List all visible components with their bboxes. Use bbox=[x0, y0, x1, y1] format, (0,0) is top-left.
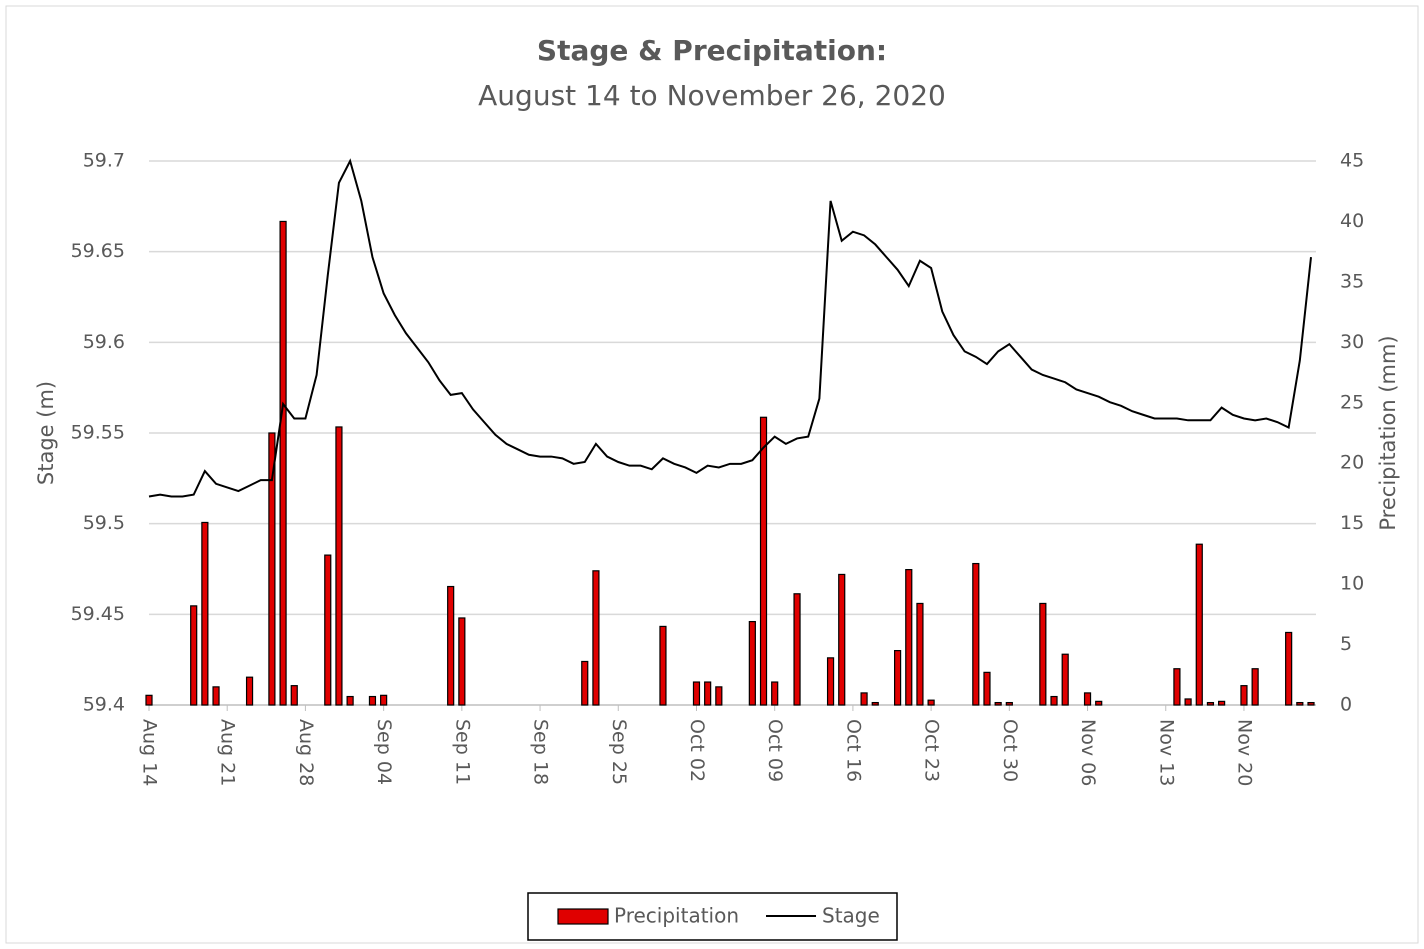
bar bbox=[1061, 653, 1069, 706]
bar bbox=[659, 625, 667, 706]
bar bbox=[793, 593, 801, 706]
bar bbox=[268, 432, 276, 706]
y-tick-label: 59.55 bbox=[71, 422, 125, 444]
bar bbox=[893, 649, 902, 706]
bar bbox=[983, 671, 991, 706]
bar bbox=[905, 569, 913, 706]
bar bbox=[380, 694, 388, 706]
legend-label: Precipitation bbox=[614, 904, 739, 928]
x-tick-label: Sep 25 bbox=[608, 719, 630, 785]
bar bbox=[759, 416, 768, 706]
bar bbox=[447, 585, 455, 706]
x-tick-label: Oct 02 bbox=[686, 719, 708, 782]
bar bbox=[145, 694, 153, 706]
bar bbox=[1195, 543, 1203, 706]
bar bbox=[279, 220, 287, 706]
y2-tick-label: 5 bbox=[1340, 633, 1352, 655]
bar bbox=[1039, 602, 1047, 706]
bar bbox=[212, 686, 220, 706]
x-tick-label: Aug 14 bbox=[139, 719, 161, 786]
bar bbox=[1095, 700, 1103, 706]
y2-tick-label: 35 bbox=[1340, 270, 1364, 292]
bar bbox=[458, 617, 466, 706]
x-tick-label: Nov 13 bbox=[1155, 719, 1177, 786]
y-axis-title: Stage (m) bbox=[34, 381, 58, 485]
bar bbox=[1206, 701, 1215, 706]
x-tick-label: Aug 21 bbox=[217, 719, 239, 786]
chart-title: Stage & Precipitation: bbox=[537, 34, 887, 67]
bar bbox=[245, 676, 254, 706]
bar bbox=[1173, 668, 1181, 706]
bar bbox=[592, 570, 600, 706]
bar bbox=[692, 681, 701, 706]
y-tick-label: 59.6 bbox=[83, 331, 125, 353]
bar bbox=[201, 521, 209, 706]
y2-tick-label: 30 bbox=[1340, 331, 1364, 353]
bar bbox=[190, 605, 198, 706]
bar bbox=[715, 686, 723, 706]
bar bbox=[1285, 631, 1293, 706]
y2-tick-label: 45 bbox=[1340, 150, 1364, 172]
bar bbox=[771, 681, 779, 706]
line bbox=[148, 158, 1312, 498]
bar bbox=[1307, 701, 1315, 706]
bar bbox=[1251, 668, 1259, 706]
y2-tick-label: 25 bbox=[1340, 391, 1364, 413]
y-tick-label: 59.4 bbox=[83, 694, 125, 716]
bar bbox=[1240, 685, 1248, 706]
bar bbox=[581, 660, 589, 706]
bar bbox=[1083, 692, 1092, 706]
x-tick-label: Sep 04 bbox=[373, 719, 395, 785]
bar bbox=[324, 554, 332, 706]
x-tick-label: Sep 18 bbox=[530, 719, 552, 785]
y-tick-label: 59.5 bbox=[83, 512, 125, 534]
y2-axis-title: Precipitation (mm) bbox=[1376, 335, 1400, 530]
x-tick-label: Oct 16 bbox=[842, 719, 864, 782]
bar bbox=[972, 562, 980, 706]
bar bbox=[1005, 701, 1013, 706]
bar bbox=[1050, 695, 1058, 706]
x-tick-label: Oct 30 bbox=[999, 719, 1021, 782]
bar bbox=[368, 695, 377, 706]
bar bbox=[748, 620, 756, 706]
bar bbox=[1296, 701, 1304, 706]
x-tick-label: Oct 09 bbox=[764, 719, 786, 782]
bar bbox=[1184, 698, 1192, 706]
legend-label: Stage bbox=[822, 904, 880, 928]
bar bbox=[290, 685, 298, 706]
x-tick-label: Nov 20 bbox=[1233, 719, 1255, 786]
bar bbox=[346, 695, 354, 706]
chart-subtitle: August 14 to November 26, 2020 bbox=[478, 79, 946, 112]
bar bbox=[916, 602, 924, 706]
y-tick-label: 59.7 bbox=[83, 150, 125, 172]
x-tick-label: Sep 11 bbox=[451, 719, 473, 785]
bar bbox=[871, 701, 879, 706]
bar bbox=[704, 681, 712, 706]
bar bbox=[927, 699, 935, 706]
chart-frame bbox=[5, 5, 1419, 944]
bar bbox=[335, 426, 343, 706]
bar bbox=[826, 657, 835, 706]
y-tick-label: 59.65 bbox=[71, 240, 125, 262]
y2-tick-label: 15 bbox=[1340, 512, 1364, 534]
x-tick-label: Aug 28 bbox=[295, 719, 317, 786]
legend-swatch bbox=[557, 908, 609, 925]
x-tick-label: Nov 06 bbox=[1077, 719, 1099, 786]
y2-tick-label: 10 bbox=[1340, 573, 1364, 595]
y2-tick-label: 20 bbox=[1340, 452, 1364, 474]
x-tick-label: Oct 23 bbox=[921, 719, 943, 782]
bar bbox=[860, 692, 868, 706]
y-tick-label: 59.45 bbox=[71, 603, 125, 625]
bar bbox=[838, 573, 846, 706]
bar bbox=[1218, 700, 1226, 706]
y2-tick-label: 40 bbox=[1340, 210, 1364, 232]
y2-tick-label: 0 bbox=[1340, 694, 1352, 716]
bar bbox=[994, 701, 1002, 706]
